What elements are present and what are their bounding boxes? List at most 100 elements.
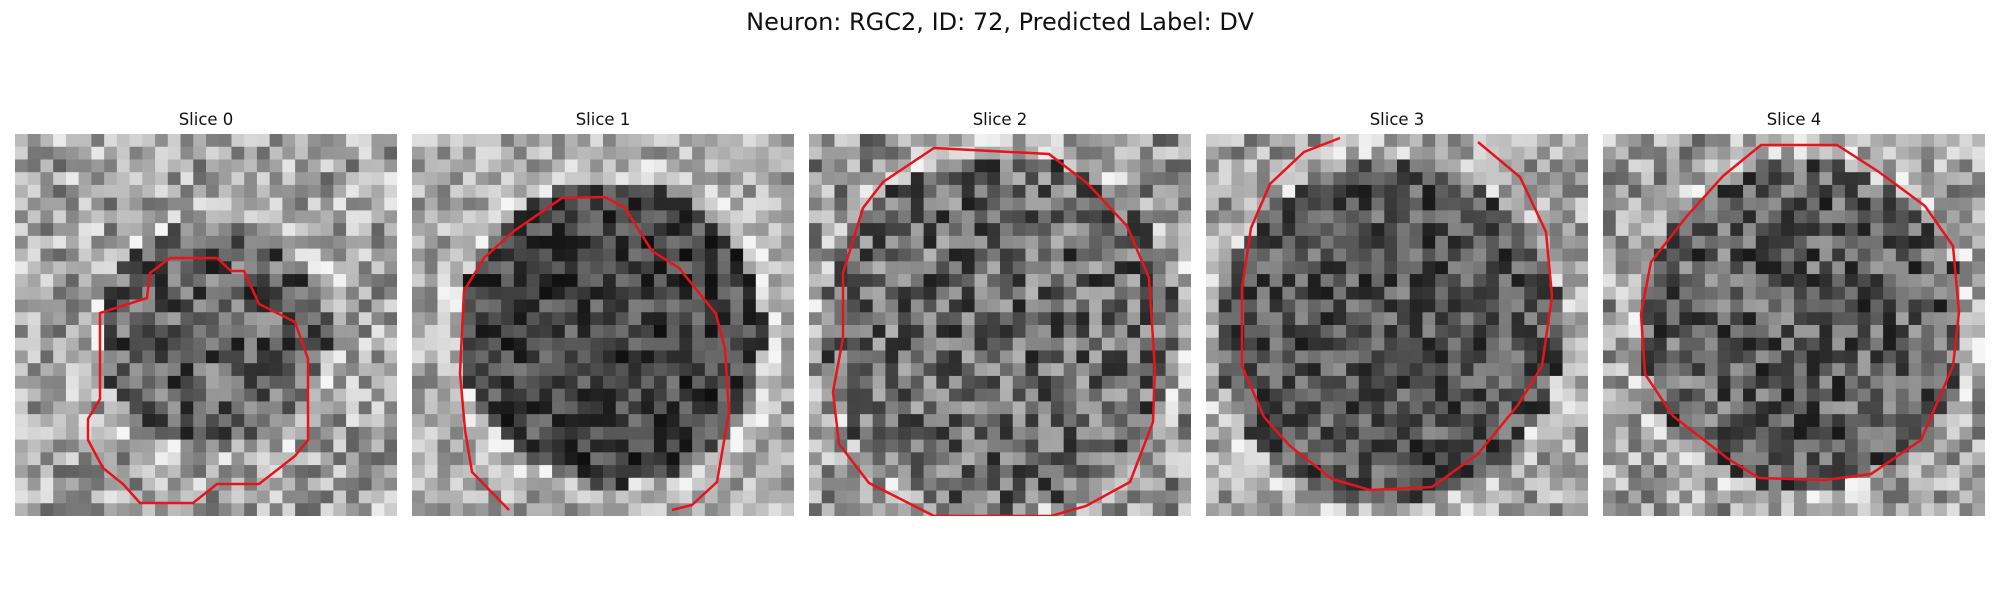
pixel (320, 197, 334, 211)
pixel (358, 159, 373, 173)
pixel (1320, 146, 1334, 161)
pixel (1628, 363, 1642, 377)
pixel (1768, 439, 1782, 453)
pixel (295, 184, 309, 199)
pixel (167, 363, 182, 377)
pixel (590, 414, 604, 428)
slice-1-svg (412, 134, 794, 516)
pixel (1295, 159, 1309, 173)
pixel (666, 248, 680, 262)
pixel (1717, 299, 1731, 313)
pixel (1704, 503, 1719, 516)
pixel (1511, 452, 1525, 466)
pixel (65, 325, 80, 339)
pixel (1972, 223, 1985, 237)
pixel (1165, 426, 1179, 441)
pixel (1000, 401, 1014, 415)
pixel (564, 414, 579, 428)
pixel (320, 452, 334, 466)
pixel (1295, 299, 1309, 313)
pixel (859, 452, 874, 466)
pixel (1768, 325, 1782, 339)
pixel (539, 375, 553, 390)
pixel (987, 312, 1001, 326)
pixel (1946, 414, 1961, 428)
pixel (412, 388, 426, 402)
pixel (564, 210, 579, 224)
pixel (269, 388, 283, 402)
pixel (501, 388, 515, 402)
pixel (1844, 439, 1859, 453)
pixel (129, 286, 143, 301)
pixel (1704, 375, 1719, 390)
pixel (1025, 248, 1039, 262)
pixel (320, 426, 334, 441)
pixel (1127, 159, 1141, 173)
pixel (755, 363, 770, 377)
pixel (1063, 134, 1077, 148)
pixel (1857, 325, 1871, 339)
pixel (1089, 465, 1103, 479)
pixel (180, 312, 194, 326)
pixel (193, 325, 207, 339)
pixel (1641, 312, 1655, 326)
pixel (1666, 223, 1680, 237)
pixel (1768, 159, 1782, 173)
pixel (1295, 337, 1309, 352)
pixel (1282, 146, 1296, 161)
pixel (936, 350, 950, 364)
pixel (526, 274, 540, 288)
pixel (1819, 503, 1833, 516)
pixel (526, 337, 540, 352)
pixel (692, 363, 706, 377)
pixel (27, 375, 42, 390)
pixel (1165, 465, 1179, 479)
pixel (961, 439, 976, 453)
pixel (1832, 503, 1846, 516)
pixel (206, 235, 220, 250)
pixel (1870, 388, 1884, 402)
pixel (1206, 210, 1220, 224)
pixel (412, 439, 426, 453)
pixel (371, 274, 385, 288)
pixel (1641, 172, 1655, 186)
pixel (155, 172, 169, 186)
pixel (1743, 184, 1757, 199)
pixel (1320, 426, 1334, 441)
pixel (1447, 223, 1462, 237)
pixel (666, 235, 680, 250)
pixel (628, 312, 642, 326)
pixel (180, 401, 194, 415)
pixel (1946, 426, 1961, 441)
pixel (526, 325, 540, 339)
pixel (781, 439, 794, 453)
pixel (1832, 350, 1846, 364)
pixel (1063, 375, 1077, 390)
pixel (40, 388, 54, 402)
pixel (847, 426, 861, 441)
pixel (116, 134, 131, 148)
pixel (885, 235, 899, 250)
pixel (1832, 223, 1846, 237)
slice-2-contour (831, 146, 1157, 516)
pixel (666, 299, 680, 313)
pixel (1256, 286, 1271, 301)
pixel (717, 477, 731, 492)
pixel (231, 223, 245, 237)
pixel (821, 184, 836, 199)
pixel (371, 426, 385, 441)
pixel (1549, 350, 1564, 364)
pixel (1089, 172, 1103, 186)
pixel (1653, 439, 1668, 453)
pixel (1050, 414, 1065, 428)
pixel (450, 210, 464, 224)
pixel (1883, 414, 1897, 428)
pixel (1165, 223, 1179, 237)
pixel (346, 465, 360, 479)
pixel (513, 388, 528, 402)
pixel (717, 503, 731, 516)
pixel (1063, 146, 1077, 161)
pixel (320, 388, 334, 402)
pixel (1717, 223, 1731, 237)
pixel (167, 401, 182, 415)
